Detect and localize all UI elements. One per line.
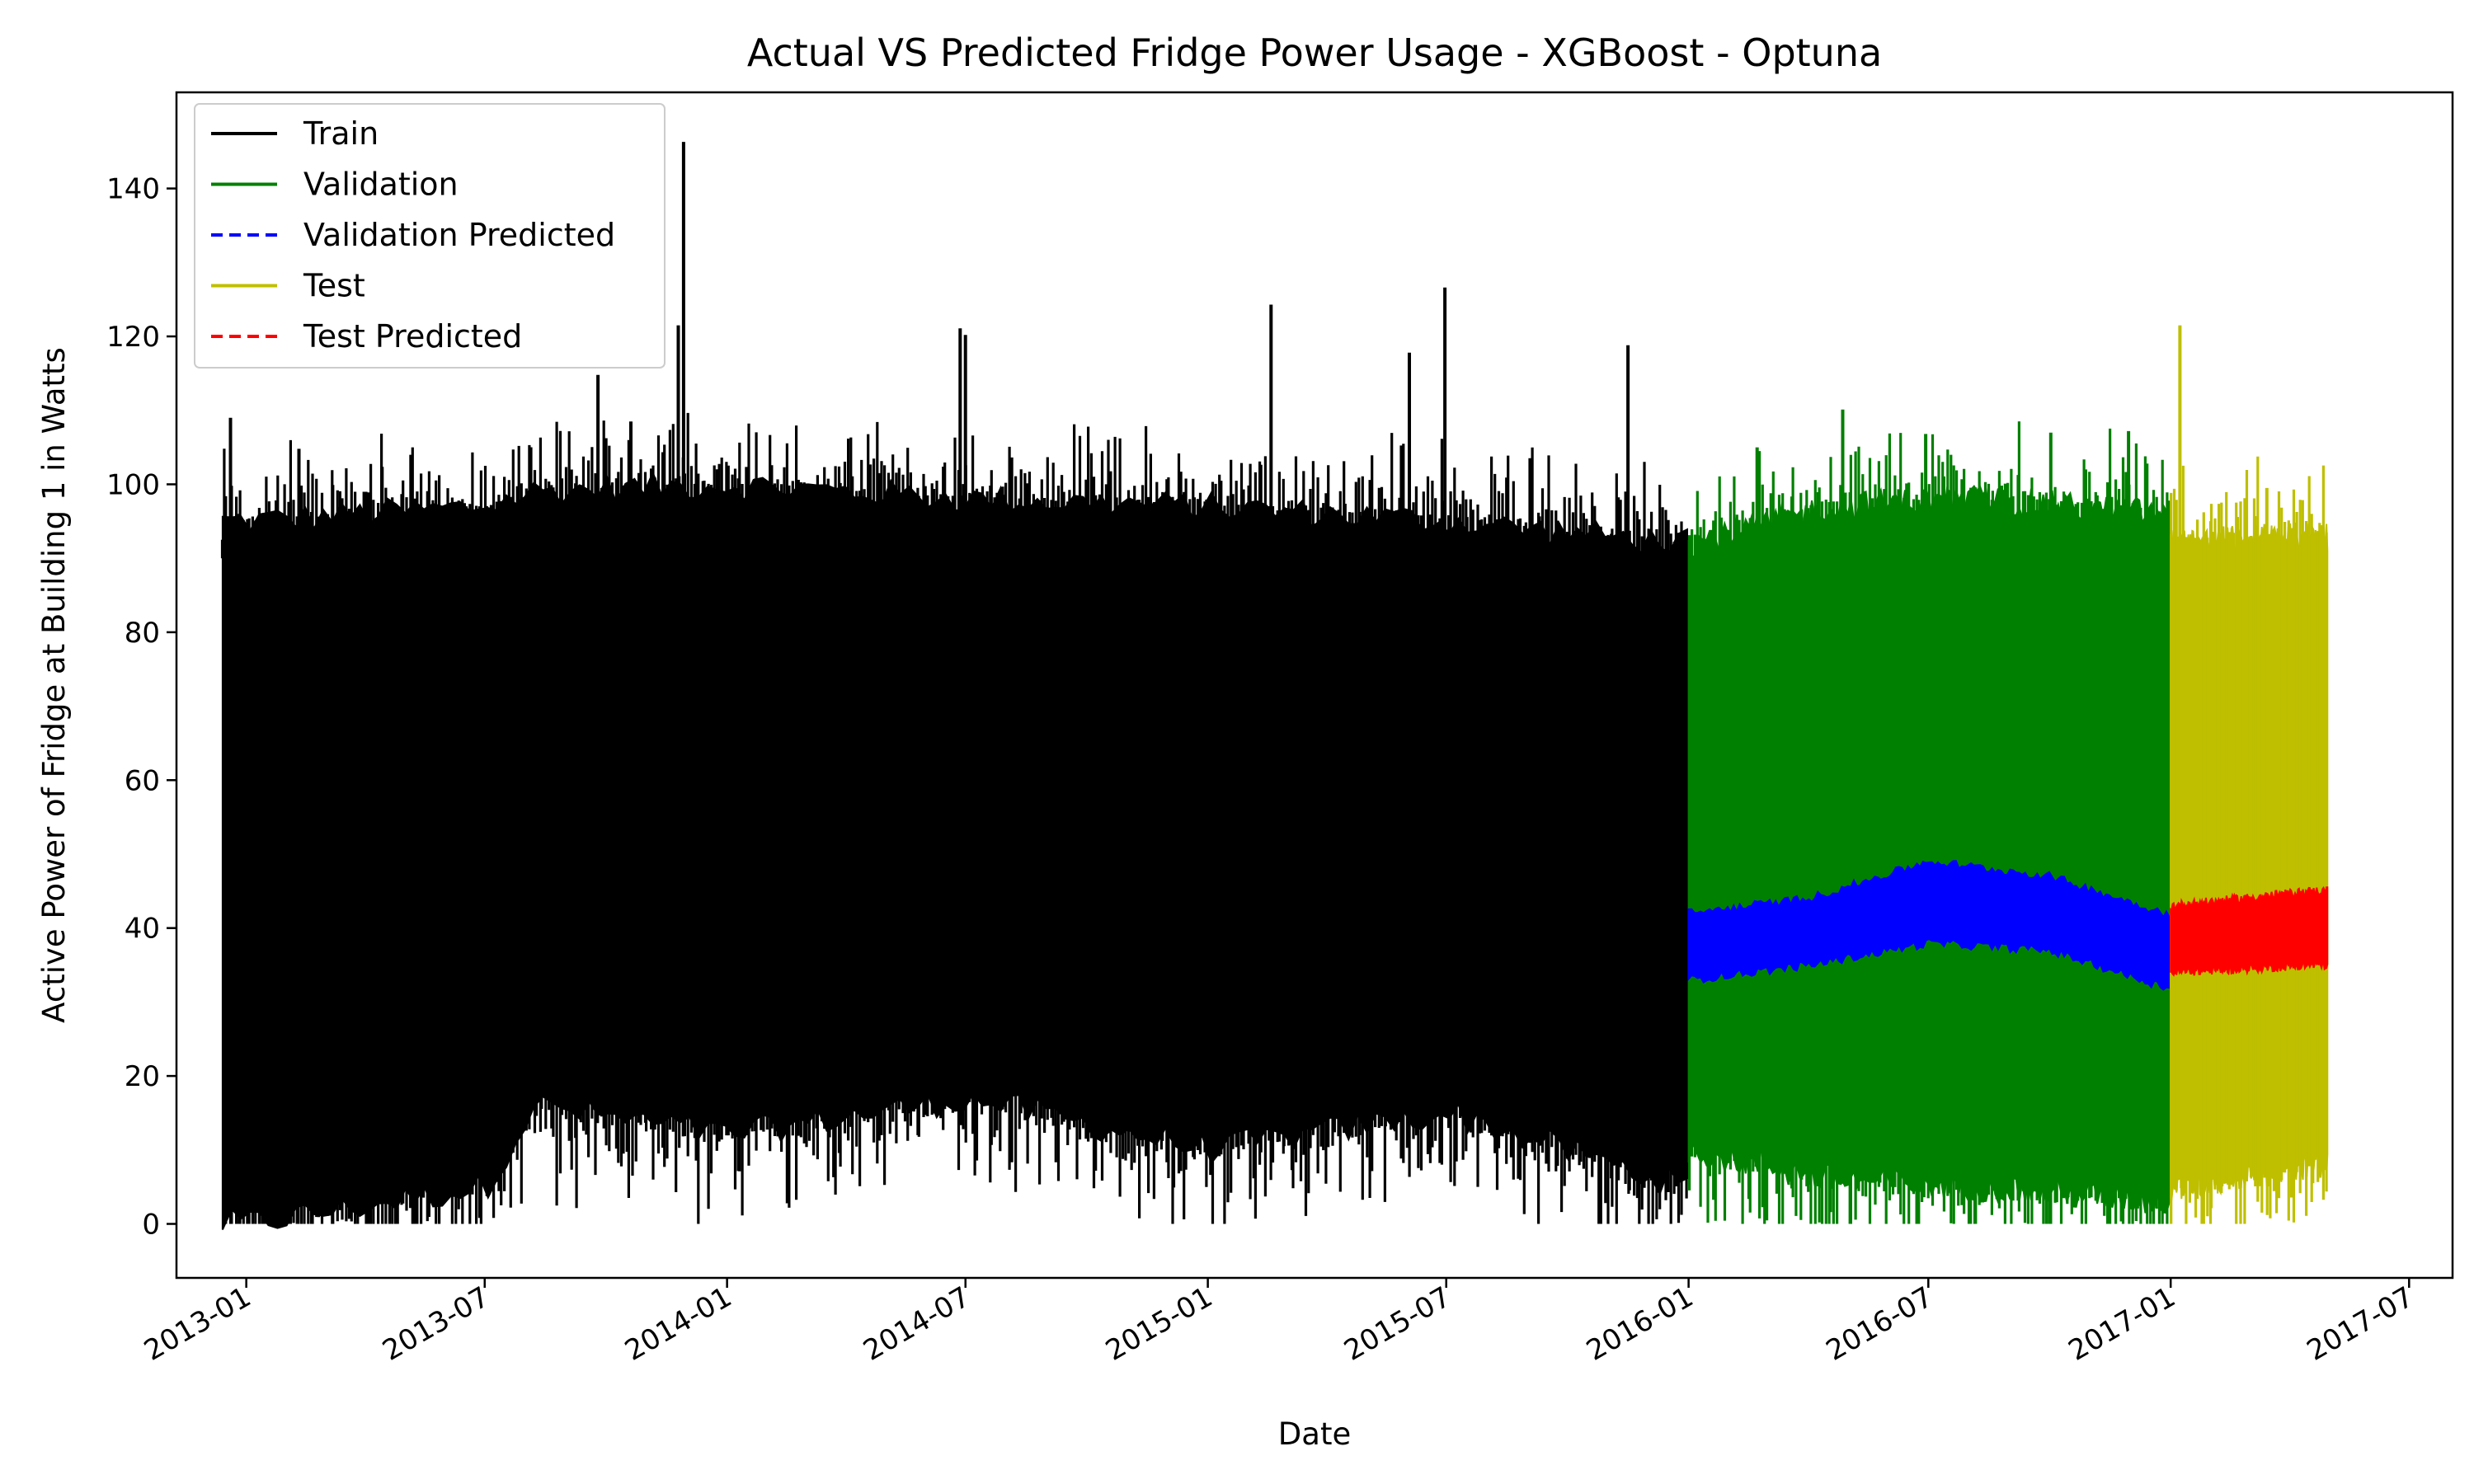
x-axis: 2013-01 2013-07 2014-01 2014-07 2015-01 2015-… <box>139 1278 2420 1368</box>
y-tick-label: 0 <box>142 1209 160 1242</box>
x-tick-label: 2017-01 <box>2063 1280 2181 1368</box>
legend: Train Validation Validation Predicted Test T… <box>194 103 666 369</box>
legend-item-validation: Validation <box>211 167 459 203</box>
y-tick-label: 60 <box>125 764 160 797</box>
legend-label: Test Predicted <box>303 318 522 355</box>
series-test-predicted <box>2170 885 2329 977</box>
legend-item-train: Train <box>211 115 379 152</box>
series-band-validation-predicted <box>1687 860 2171 991</box>
legend-item-test: Test <box>211 268 365 304</box>
x-tick-label: 2013-07 <box>377 1280 495 1368</box>
plot-frame <box>175 91 2454 1280</box>
series-band-test-predicted <box>2170 885 2329 977</box>
series-layer <box>220 142 2329 1230</box>
series-validation-predicted <box>1687 860 2171 991</box>
legend-label: Validation Predicted <box>303 217 615 253</box>
legend-label: Train <box>303 115 379 152</box>
y-tick-label: 40 <box>125 913 160 946</box>
y-tick-label: 100 <box>106 468 160 501</box>
y-tick-label: 20 <box>125 1060 160 1093</box>
y-axis-label: Active Power of Fridge at Building 1 in … <box>36 347 72 1023</box>
series-test <box>2170 325 2329 1224</box>
x-tick-label: 2013-01 <box>139 1280 256 1368</box>
x-tick-label: 2014-01 <box>619 1280 737 1368</box>
y-tick-label: 80 <box>125 617 160 650</box>
x-tick-label: 2016-07 <box>1821 1280 1939 1368</box>
legend-box <box>194 103 666 369</box>
chart-title: Actual VS Predicted Fridge Power Usage -… <box>747 31 1882 75</box>
x-tick-label: 2017-07 <box>2302 1280 2420 1368</box>
x-tick-label: 2015-07 <box>1338 1280 1456 1368</box>
x-tick-label: 2016-01 <box>1581 1280 1699 1368</box>
series-train <box>220 142 1688 1230</box>
y-tick-label: 120 <box>106 321 160 354</box>
y-axis: 0 20 40 60 80 100 120 140 <box>106 173 176 1242</box>
legend-item-test-predicted: Test Predicted <box>211 318 522 355</box>
legend-item-validation-predicted: Validation Predicted <box>211 217 615 253</box>
plot-area <box>175 91 2454 1280</box>
x-tick-label: 2015-01 <box>1100 1280 1218 1368</box>
x-axis-label: Date <box>1278 1416 1351 1452</box>
y-tick-label: 140 <box>106 173 160 206</box>
legend-label: Test <box>303 268 365 304</box>
x-tick-label: 2014-07 <box>858 1280 976 1368</box>
legend-label: Validation <box>303 167 459 203</box>
series-validation <box>1687 409 2171 1224</box>
